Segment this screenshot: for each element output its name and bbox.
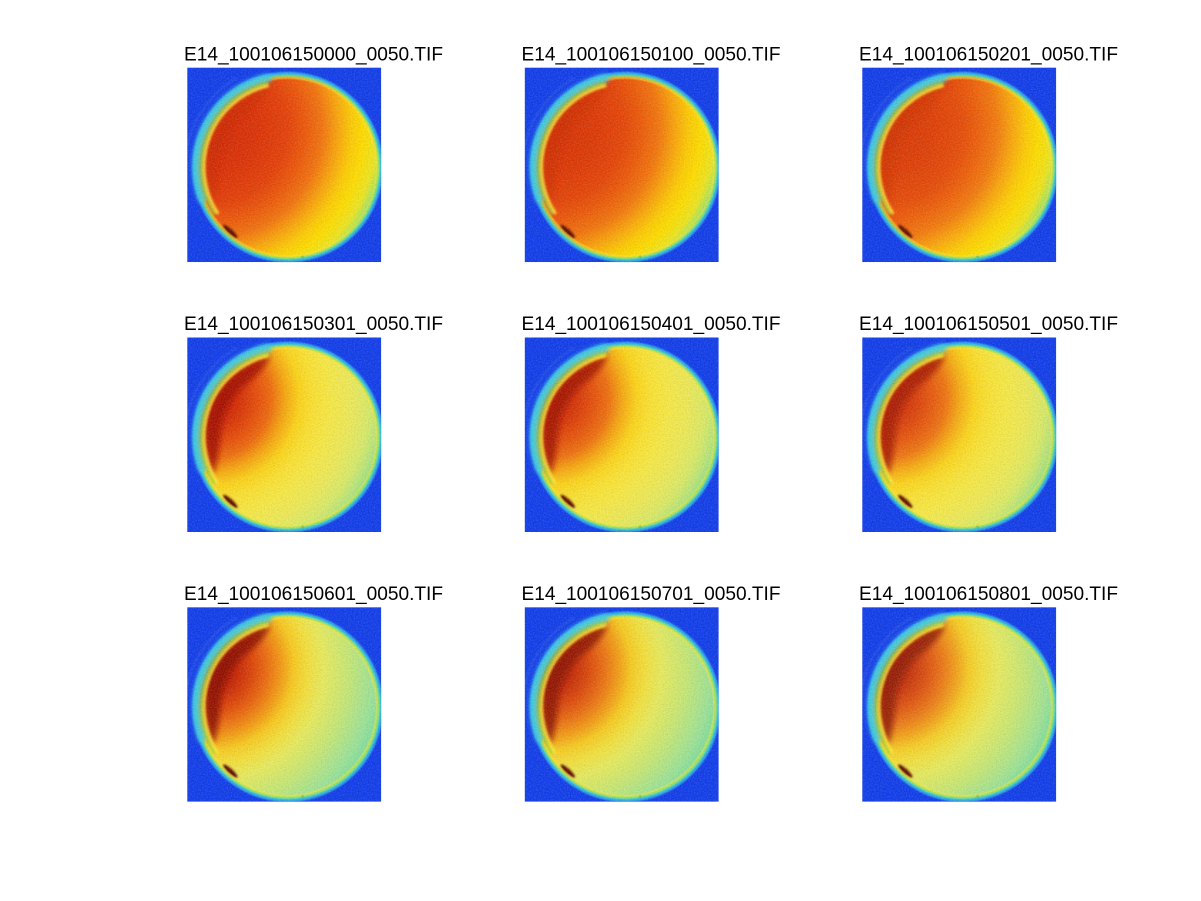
svg-text:E14_100106150701_0050.TIF: E14_100106150701_0050.TIF bbox=[521, 584, 780, 605]
svg-text:E14_100106150801_0050.TIF: E14_100106150801_0050.TIF bbox=[859, 584, 1118, 605]
svg-text:E14_100106150301_0050.TIF: E14_100106150301_0050.TIF bbox=[184, 314, 443, 335]
svg-text:E14_100106150201_0050.TIF: E14_100106150201_0050.TIF bbox=[859, 44, 1118, 65]
svg-text:E14_100106150401_0050.TIF: E14_100106150401_0050.TIF bbox=[521, 314, 780, 335]
svg-text:E14_100106150100_0050.TIF: E14_100106150100_0050.TIF bbox=[521, 44, 780, 65]
svg-text:E14_100106150501_0050.TIF: E14_100106150501_0050.TIF bbox=[859, 314, 1118, 335]
svg-text:E14_100106150000_0050.TIF: E14_100106150000_0050.TIF bbox=[184, 44, 443, 65]
svg-text:E14_100106150601_0050.TIF: E14_100106150601_0050.TIF bbox=[184, 584, 443, 605]
